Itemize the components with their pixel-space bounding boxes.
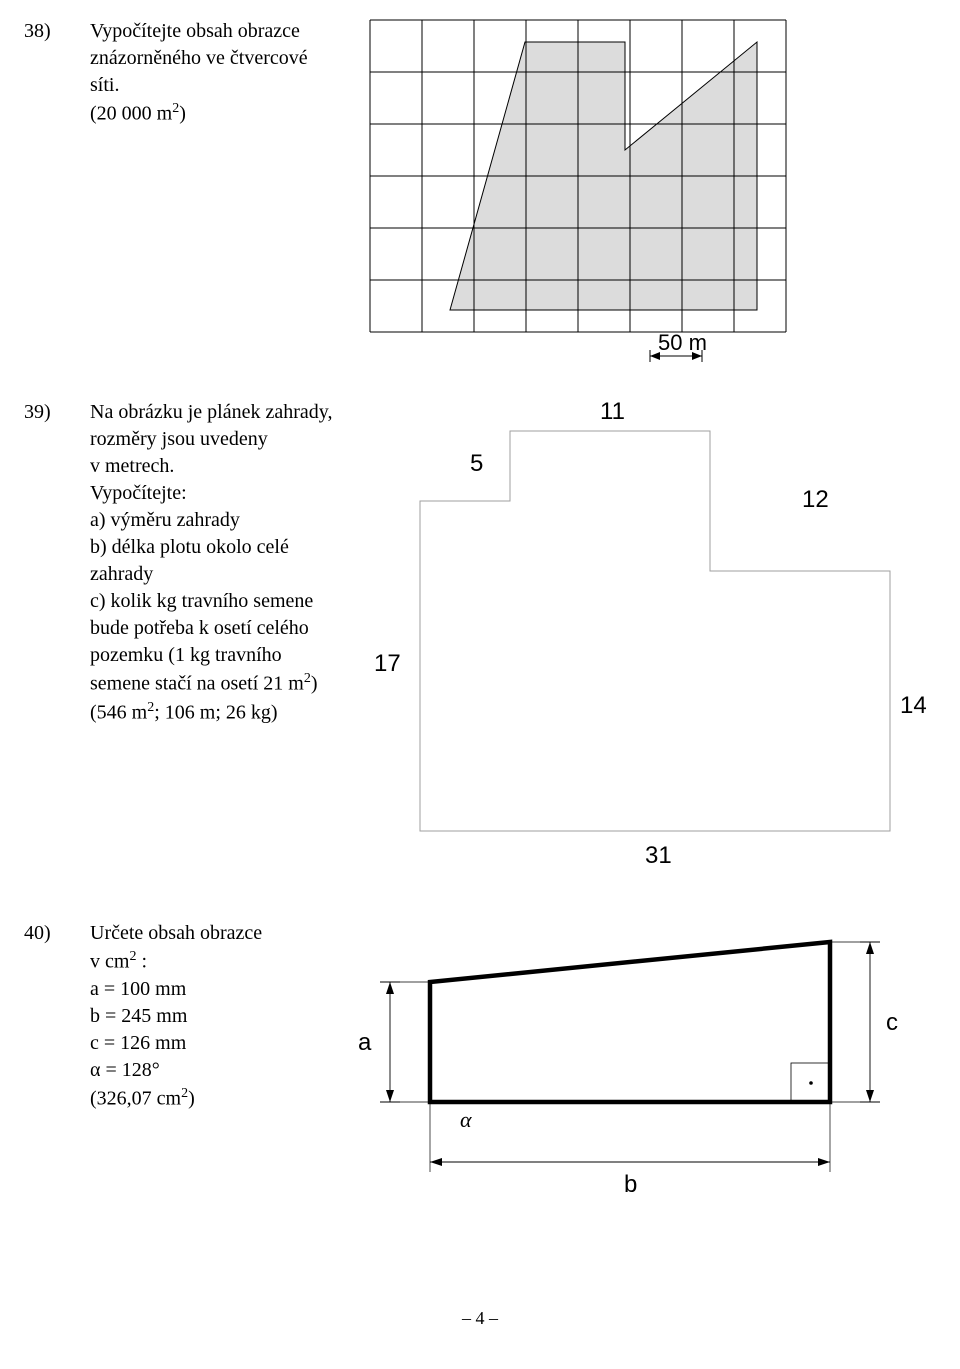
- label-a: a: [358, 1029, 372, 1056]
- figure-40: α a: [330, 922, 930, 1212]
- problem-number: 38): [0, 20, 90, 43]
- scale-label: 50 m: [658, 330, 707, 355]
- p39-line9: bude potřeba k osetí celého: [90, 617, 370, 640]
- label-31: 31: [645, 842, 672, 869]
- p39-line1: Na obrázku je plánek zahrady,: [90, 401, 370, 424]
- label-5: 5: [470, 450, 483, 477]
- dim-b: b: [430, 1102, 830, 1198]
- problem-number: 40): [0, 922, 90, 945]
- dim-c: c: [830, 942, 898, 1102]
- label-11: 11: [600, 398, 625, 425]
- label-12: 12: [802, 486, 829, 513]
- p40-answer: (326,07 cm2): [90, 1086, 330, 1111]
- p38-answer: (20 000 m2): [90, 101, 370, 126]
- p39-line8: c) kolik kg travního semene: [90, 590, 370, 613]
- label-14: 14: [900, 692, 927, 719]
- p39-line4: Vypočítejte:: [90, 482, 370, 505]
- p39-line2: rozměry jsou uvedeny: [90, 428, 370, 451]
- p39-line6: b) délka plotu okolo celé: [90, 536, 370, 559]
- p38-line2: znázorněného ve čtvercové: [90, 47, 370, 70]
- scale-bar: 50 m: [650, 330, 707, 362]
- p40-line1: Určete obsah obrazce: [90, 922, 330, 945]
- page-footer: – 4 –: [0, 1308, 960, 1329]
- problem-number: 39): [0, 401, 90, 424]
- p40-line5: c = 126 mm: [90, 1032, 330, 1055]
- dim-a: a: [358, 982, 430, 1102]
- label-alpha: α: [460, 1107, 472, 1132]
- trapezoid-shape: [430, 942, 830, 1102]
- p39-line7: zahrady: [90, 563, 370, 586]
- figure-39: 17 5 11 12 14 31: [370, 401, 930, 891]
- p38-line1: Vypočítejte obsah obrazce: [90, 20, 370, 43]
- p39-answer: (546 m2; 106 m; 26 kg): [90, 700, 370, 725]
- p40-line3: a = 100 mm: [90, 978, 330, 1001]
- p40-line6: α = 128°: [90, 1059, 330, 1082]
- p39-line3: v metrech.: [90, 455, 370, 478]
- p39-line11: semene stačí na osetí 21 m2): [90, 671, 370, 696]
- p38-line3: síti.: [90, 74, 370, 97]
- p40-line2: v cm2 :: [90, 949, 330, 974]
- p39-line5: a) výměru zahrady: [90, 509, 370, 532]
- label-c: c: [886, 1009, 898, 1036]
- figure-38: 50 m: [370, 20, 830, 360]
- p39-line10: pozemku (1 kg travního: [90, 644, 370, 667]
- label-b: b: [624, 1171, 637, 1198]
- p40-line4: b = 245 mm: [90, 1005, 330, 1028]
- label-17: 17: [374, 650, 401, 677]
